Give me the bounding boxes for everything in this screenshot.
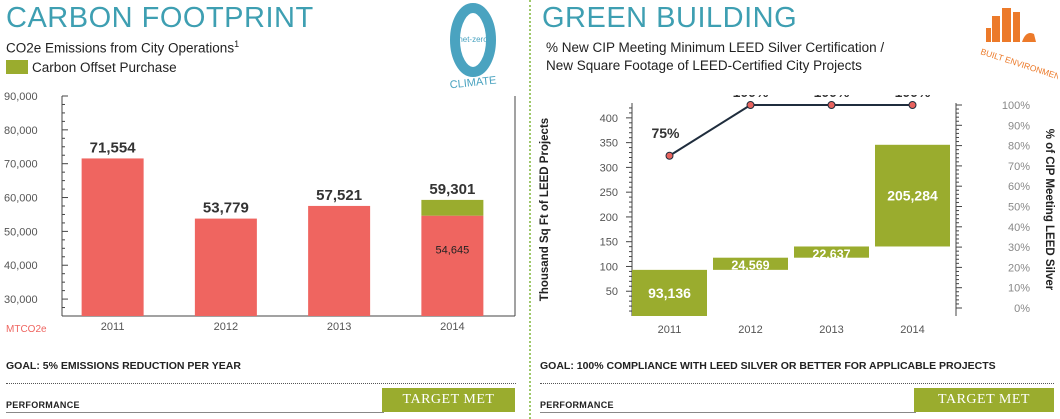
panel-divider <box>529 0 531 419</box>
emissions-inner-label: 54,645 <box>436 245 470 257</box>
y2-axis-title: % of CIP Meeting LEED Silver <box>1043 129 1055 291</box>
y-tick-label: 300 <box>600 162 618 174</box>
emissions-bar <box>81 158 144 316</box>
logo-small-text: net-zero <box>458 35 488 44</box>
carbon-goal: GOAL: 5% EMISSIONS REDUCTION PER YEAR <box>6 360 241 372</box>
x-tick-label: 2011 <box>658 324 682 336</box>
y-tick-label: 90,000 <box>4 91 38 103</box>
y-tick-label: 70,000 <box>4 159 38 171</box>
y-tick-label: 60,000 <box>4 193 38 205</box>
green-subtitle-line2: New Square Footage of LEED-Certified Cit… <box>546 58 862 73</box>
y-tick-label: 350 <box>600 138 618 150</box>
net-zero-climate-logo: net-zero CLIMATE <box>449 3 497 90</box>
carbon-footprint-panel: CARBON FOOTPRINT CO2e Emissions from Cit… <box>0 0 524 419</box>
y2-tick-label: 40% <box>1008 222 1030 234</box>
y2-tick-label: 30% <box>1008 242 1030 254</box>
leed-percent-label: 75% <box>651 125 680 141</box>
y2-tick-label: 100% <box>1002 100 1030 112</box>
unit-label: MTCO2e <box>6 324 47 335</box>
y2-tick-label: 20% <box>1008 262 1030 274</box>
green-building-title: GREEN BUILDING <box>542 2 798 34</box>
y2-tick-label: 70% <box>1008 161 1030 173</box>
offset-legend-label: Carbon Offset Purchase <box>32 60 177 75</box>
sqft-bar <box>875 144 950 247</box>
leed-percent-point <box>665 151 674 160</box>
leed-percent-point <box>908 101 917 109</box>
x-tick-label: 2013 <box>327 321 351 333</box>
y2-tick-label: 90% <box>1008 120 1030 132</box>
green-building-chart: 50 100 150 200 250 300 350 400 0% 10% 20% 30% 40% 50%… <box>539 95 1055 336</box>
logo-building-3 <box>1013 12 1020 42</box>
carbon-bar-chart: 30,000 40,000 50,000 60,000 70,000 80,000 90,0… <box>4 91 516 335</box>
y-tick-label: 50 <box>606 286 618 298</box>
leed-percent-label: 100% <box>733 95 769 100</box>
x-tick-label: 2011 <box>101 321 125 333</box>
leed-percent-point <box>746 101 755 109</box>
carbon-target-met-badge: TARGET MET <box>382 388 515 412</box>
carbon-performance-label: PERFORMANCE <box>6 400 80 410</box>
sqft-bar <box>713 257 788 270</box>
y2-tick-label: 60% <box>1008 181 1030 193</box>
y-tick-label: 50,000 <box>4 226 38 238</box>
x-tick-label: 2012 <box>214 321 238 333</box>
x-tick-label: 2013 <box>819 324 843 336</box>
green-target-met-badge: TARGET MET <box>914 388 1054 412</box>
y-tick-label: 80,000 <box>4 125 38 137</box>
x-tick-label: 2014 <box>900 324 924 336</box>
leed-percent-label: 100% <box>814 95 850 100</box>
emissions-bar <box>421 215 484 316</box>
carbon-performance-line <box>6 412 384 413</box>
y-tick-label: 100 <box>600 261 618 273</box>
y-axis-title: Thousand Sq Ft of LEED Projects <box>539 118 551 301</box>
y2-tick-label: 0% <box>1014 303 1030 315</box>
green-goal-separator <box>540 383 1054 384</box>
green-subtitle-line1: % New CIP Meeting Minimum LEED Silver Ce… <box>546 40 885 55</box>
sqft-bar-label: 24,569 <box>731 259 769 273</box>
logo-zero-ring <box>450 3 496 77</box>
y-tick-label: 30,000 <box>4 294 38 306</box>
logo-built-environment-text: BUILT ENVIRONMENT <box>979 46 1058 83</box>
logo-building-1 <box>992 16 1000 42</box>
logo-building-4 <box>986 28 991 42</box>
y-tick-label: 150 <box>600 237 618 249</box>
emissions-bar <box>308 205 371 316</box>
sqft-bar <box>632 269 707 316</box>
bar-value-label: 57,521 <box>316 187 362 204</box>
logo-building-2 <box>1002 8 1011 42</box>
sqft-bar-label: 205,284 <box>887 188 938 204</box>
carbon-footprint-title: CARBON FOOTPRINT <box>6 2 314 34</box>
footnote-marker: 1 <box>234 39 240 49</box>
leed-percent-point <box>827 101 836 109</box>
sqft-bar-label: 22,637 <box>812 247 850 261</box>
bar-value-label: 71,554 <box>90 139 137 156</box>
offset-bar <box>421 199 484 216</box>
y-tick-label: 400 <box>600 113 618 125</box>
y2-tick-label: 50% <box>1008 202 1030 214</box>
leed-percent-label: 100% <box>895 95 931 100</box>
x-tick-label: 2014 <box>440 321 464 333</box>
offset-legend-swatch <box>6 60 28 74</box>
y2-tick-label: 10% <box>1008 283 1030 295</box>
bar-value-label: 59,301 <box>429 181 475 198</box>
green-performance-label: PERFORMANCE <box>540 400 614 410</box>
x-tick-label: 2012 <box>738 324 762 336</box>
carbon-subtitle: CO2e Emissions from City Operations1 <box>6 39 239 56</box>
built-environment-logo: BUILT ENVIRONMENT <box>979 8 1058 83</box>
carbon-subtitle-text: CO2e Emissions from City Operations <box>6 40 235 56</box>
sqft-bar-label: 93,136 <box>648 285 691 301</box>
sqft-bar <box>794 246 869 258</box>
green-goal: GOAL: 100% COMPLIANCE WITH LEED SILVER O… <box>540 360 996 372</box>
y-tick-label: 250 <box>600 187 618 199</box>
emissions-bar <box>194 218 257 316</box>
y-tick-label: 200 <box>600 212 618 224</box>
logo-climate-text: CLIMATE <box>449 75 497 90</box>
goal-separator <box>6 383 516 384</box>
green-building-panel: GREEN BUILDING % New CIP Meeting Minimum… <box>536 0 1060 419</box>
leed-percent-line <box>668 104 913 157</box>
logo-dome <box>1022 33 1036 42</box>
y-tick-label: 40,000 <box>4 260 38 272</box>
bar-value-label: 53,779 <box>203 200 249 217</box>
y2-tick-label: 80% <box>1008 141 1030 153</box>
green-performance-line <box>540 412 916 413</box>
